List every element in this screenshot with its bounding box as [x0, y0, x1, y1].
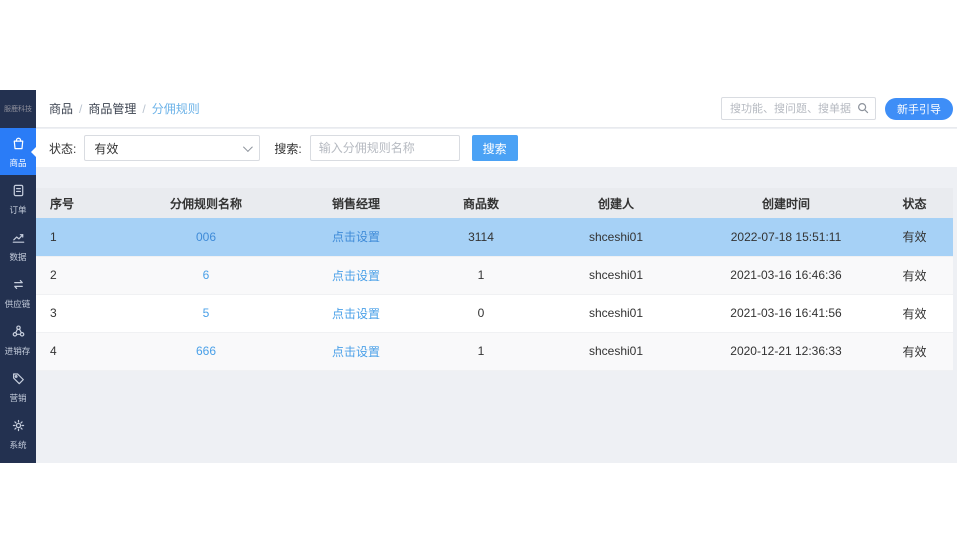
- sidebar-item-label: 供应链: [5, 298, 31, 309]
- content-area: 商品 / 商品管理 / 分佣规则 新手引导 状态: 有效 搜索:: [36, 90, 957, 463]
- sidebar-item-label: 营销: [9, 392, 27, 403]
- table-row[interactable]: 1 006 点击设置 3114 shceshi01 2022-07-18 15:…: [36, 218, 953, 256]
- sidebar-item-label: 数据: [9, 251, 27, 262]
- table-row[interactable]: 4 666 点击设置 1 shceshi01 2020-12-21 12:36:…: [36, 332, 953, 370]
- cell-created-time: 2022-07-18 15:51:11: [696, 218, 876, 256]
- col-header-rule-name: 分佣规则名称: [126, 188, 286, 218]
- sidebar-item-label: 订单: [9, 204, 27, 215]
- active-item-notch: [31, 146, 36, 157]
- col-header-created-time: 创建时间: [696, 188, 876, 218]
- sidebar-item-label: 进销存: [5, 345, 31, 356]
- app-window: 服鹿科技 商品 订单 数据 供应链: [0, 90, 957, 463]
- cell-creator: shceshi01: [536, 332, 696, 370]
- set-manager-link[interactable]: 点击设置: [331, 268, 380, 283]
- breadcrumb-separator: /: [142, 101, 146, 116]
- rule-name-link[interactable]: 6: [202, 268, 210, 282]
- bag-icon: [11, 136, 26, 156]
- commission-rules-table: 序号 分佣规则名称 销售经理 商品数 创建人 创建时间 状态 1 006 点击设…: [36, 188, 953, 371]
- sidebar-item-marketing[interactable]: 营销: [0, 363, 36, 410]
- status-label: 状态:: [49, 141, 77, 156]
- cell-created-time: 2021-03-16 16:46:36: [696, 256, 876, 294]
- rule-name-input[interactable]: [309, 135, 460, 161]
- cell-index: 3: [36, 294, 126, 332]
- table-header-row: 序号 分佣规则名称 销售经理 商品数 创建人 创建时间 状态: [36, 188, 953, 218]
- breadcrumb: 商品 / 商品管理 / 分佣规则: [49, 100, 200, 117]
- col-header-status: 状态: [876, 188, 953, 218]
- status-select-value: 有效: [94, 141, 119, 156]
- supply-chain-icon: [11, 277, 26, 297]
- breadcrumb-commission-rules: 分佣规则: [151, 102, 200, 116]
- cell-created-time: 2021-03-16 16:41:56: [696, 294, 876, 332]
- cell-status: 有效: [876, 294, 953, 332]
- col-header-product-count: 商品数: [426, 188, 536, 218]
- cell-created-time: 2020-12-21 12:36:33: [696, 332, 876, 370]
- sidebar-item-inventory[interactable]: 进销存: [0, 316, 36, 363]
- cell-index: 2: [36, 256, 126, 294]
- search-label: 搜索:: [274, 141, 302, 156]
- newbie-guide-button[interactable]: 新手引导: [885, 97, 953, 120]
- set-manager-link[interactable]: 点击设置: [331, 344, 380, 359]
- gear-icon: [11, 418, 26, 438]
- cell-product-count: 1: [426, 256, 536, 294]
- table-row[interactable]: 3 5 点击设置 0 shceshi01 2021-03-16 16:41:56…: [36, 294, 953, 332]
- header-actions: 新手引导: [721, 97, 955, 120]
- status-select[interactable]: 有效: [84, 135, 261, 161]
- set-manager-link[interactable]: 点击设置: [331, 230, 380, 245]
- rule-search: [309, 135, 460, 161]
- col-header-sales-manager: 销售经理: [286, 188, 426, 218]
- filter-bar: 状态: 有效 搜索: 搜索: [36, 129, 957, 167]
- cell-product-count: 1: [426, 332, 536, 370]
- marketing-tag-icon: [11, 371, 26, 391]
- sidebar-item-orders[interactable]: 订单: [0, 175, 36, 222]
- cell-product-count: 0: [426, 294, 536, 332]
- brand-logo: 服鹿科技: [4, 106, 32, 113]
- cell-status: 有效: [876, 218, 953, 256]
- col-header-index: 序号: [36, 188, 126, 218]
- cell-creator: shceshi01: [536, 218, 696, 256]
- breadcrumb-goods-management[interactable]: 商品管理: [88, 102, 137, 116]
- search-button[interactable]: 搜索: [471, 135, 518, 161]
- breadcrumb-separator: /: [79, 101, 83, 116]
- rule-name-link[interactable]: 006: [195, 229, 217, 244]
- chart-icon: [11, 230, 26, 250]
- set-manager-link[interactable]: 点击设置: [331, 306, 380, 321]
- cell-status: 有效: [876, 332, 953, 370]
- sidebar-item-system[interactable]: 系统: [0, 410, 36, 457]
- cell-status: 有效: [876, 256, 953, 294]
- inventory-icon: [11, 324, 26, 344]
- rule-name-link[interactable]: 5: [202, 306, 210, 320]
- cell-index: 4: [36, 332, 126, 370]
- col-header-creator: 创建人: [536, 188, 696, 218]
- table-row[interactable]: 2 6 点击设置 1 shceshi01 2021-03-16 16:46:36…: [36, 256, 953, 294]
- rule-name-link[interactable]: 666: [195, 344, 217, 358]
- global-search-input[interactable]: [721, 97, 876, 120]
- sidebar-item-label: 系统: [9, 439, 27, 450]
- cell-creator: shceshi01: [536, 256, 696, 294]
- page-header: 商品 / 商品管理 / 分佣规则 新手引导: [36, 90, 957, 128]
- cell-product-count: 3114: [426, 218, 536, 256]
- sidebar-item-supply-chain[interactable]: 供应链: [0, 269, 36, 316]
- breadcrumb-goods[interactable]: 商品: [49, 102, 74, 116]
- chevron-down-icon: [243, 142, 254, 153]
- sidebar-item-label: 商品: [9, 157, 27, 168]
- global-search: [721, 97, 876, 120]
- cell-index: 1: [36, 218, 126, 256]
- sidebar-item-data[interactable]: 数据: [0, 222, 36, 269]
- search-icon[interactable]: [856, 101, 870, 115]
- sidebar: 服鹿科技 商品 订单 数据 供应链: [0, 90, 36, 463]
- order-icon: [11, 183, 26, 203]
- cell-creator: shceshi01: [536, 294, 696, 332]
- sidebar-item-goods[interactable]: 商品: [0, 128, 36, 175]
